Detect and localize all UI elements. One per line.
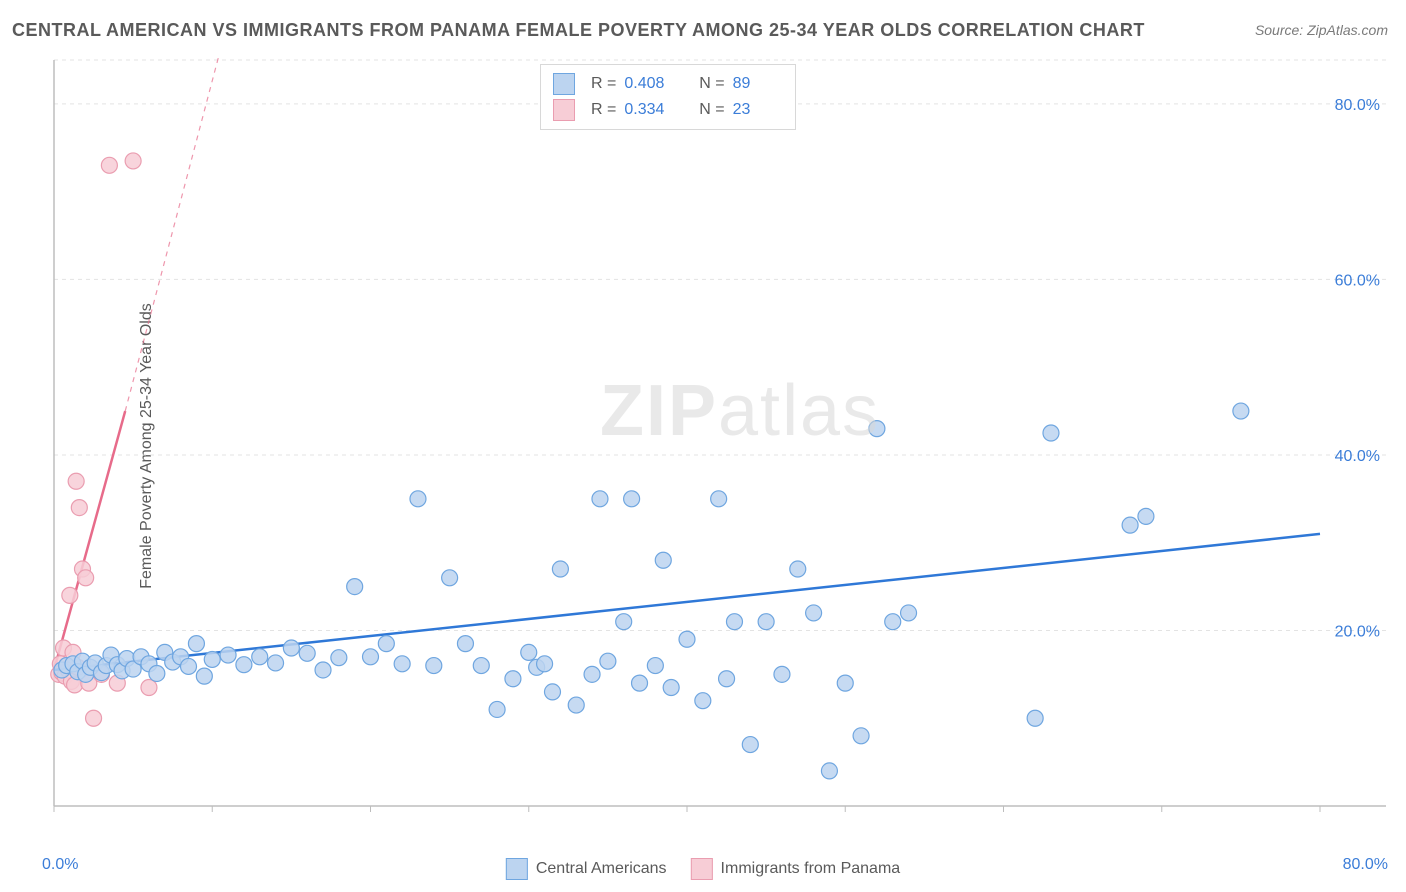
stats-row: R =0.408 N =89 (553, 71, 783, 97)
stats-row: R =0.334 N =23 (553, 97, 783, 123)
legend-label: Immigrants from Panama (721, 860, 901, 878)
svg-text:40.0%: 40.0% (1335, 448, 1380, 465)
svg-text:80.0%: 80.0% (1335, 97, 1380, 114)
legend-swatch (553, 73, 575, 95)
legend-item: Central Americans (506, 858, 667, 880)
legend-swatch (553, 99, 575, 121)
chart-title: CENTRAL AMERICAN VS IMMIGRANTS FROM PANA… (12, 20, 1145, 41)
legend-item: Immigrants from Panama (691, 858, 901, 880)
svg-text:60.0%: 60.0% (1335, 272, 1380, 289)
legend-label: Central Americans (536, 860, 667, 878)
x-max-label: 80.0% (1343, 856, 1388, 874)
x-origin-label: 0.0% (42, 856, 78, 874)
bottom-legend: Central Americans Immigrants from Panama (506, 858, 900, 880)
source-label: Source: ZipAtlas.com (1255, 22, 1388, 38)
svg-text:20.0%: 20.0% (1335, 623, 1380, 640)
chart-svg: 20.0% 40.0% 60.0% 80.0% (50, 56, 1390, 836)
scatter-plot: 20.0% 40.0% 60.0% 80.0% (50, 56, 1390, 836)
legend-swatch (506, 858, 528, 880)
stats-box: R =0.408 N =89R =0.334 N =23 (540, 64, 796, 130)
legend-swatch (691, 858, 713, 880)
